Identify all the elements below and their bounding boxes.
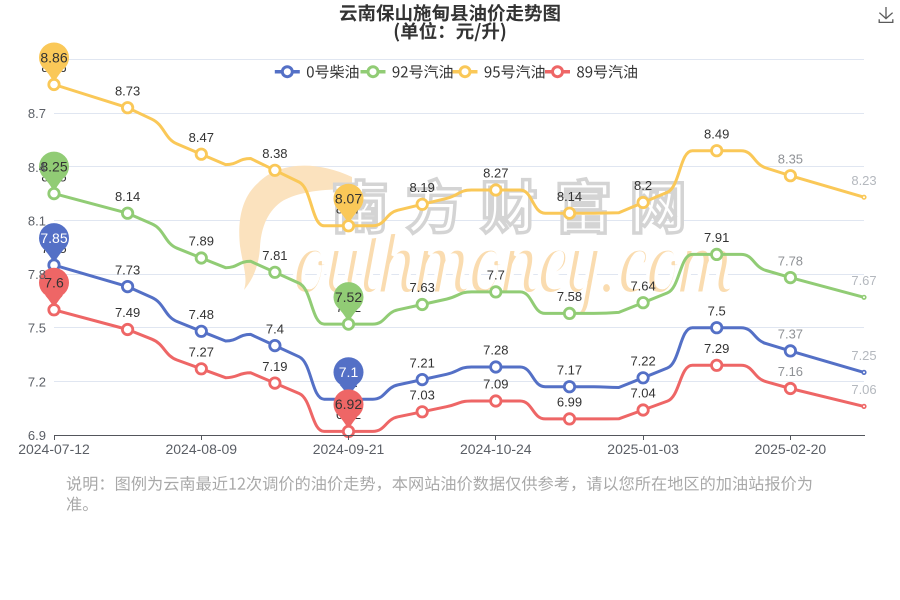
svg-text:8.2: 8.2 — [634, 178, 652, 193]
svg-text:7.06: 7.06 — [851, 382, 876, 397]
svg-text:8.27: 8.27 — [483, 166, 508, 181]
svg-text:6.99: 6.99 — [557, 395, 582, 410]
svg-text:7.6: 7.6 — [44, 275, 64, 291]
svg-text:8.47: 8.47 — [189, 130, 214, 145]
svg-text:7.89: 7.89 — [189, 234, 214, 249]
svg-text:8.1: 8.1 — [28, 213, 46, 228]
svg-text:7.78: 7.78 — [778, 253, 803, 268]
svg-text:7.5: 7.5 — [28, 321, 46, 336]
svg-text:7.52: 7.52 — [335, 289, 362, 305]
svg-text:7.16: 7.16 — [778, 364, 803, 379]
svg-text:8.14: 8.14 — [115, 189, 140, 204]
svg-text:7.28: 7.28 — [483, 343, 508, 358]
svg-text:8.73: 8.73 — [115, 83, 140, 98]
svg-text:7.63: 7.63 — [410, 280, 435, 295]
svg-text:8.19: 8.19 — [410, 180, 435, 195]
svg-text:2025-02-20: 2025-02-20 — [755, 441, 827, 457]
svg-text:7.48: 7.48 — [189, 307, 214, 322]
svg-text:6.92: 6.92 — [335, 396, 362, 412]
svg-text:7.2: 7.2 — [28, 374, 46, 389]
svg-text:2024-09-21: 2024-09-21 — [313, 441, 385, 457]
svg-text:7.27: 7.27 — [189, 345, 214, 360]
svg-text:2024-07-12: 2024-07-12 — [18, 441, 90, 457]
svg-text:7.22: 7.22 — [630, 354, 655, 369]
svg-text:7.85: 7.85 — [40, 230, 67, 246]
svg-text:8.49: 8.49 — [704, 126, 729, 141]
svg-text:2024-08-09: 2024-08-09 — [165, 441, 237, 457]
svg-text:7.04: 7.04 — [630, 386, 655, 401]
svg-text:8.07: 8.07 — [335, 191, 362, 207]
svg-text:7.19: 7.19 — [262, 359, 287, 374]
svg-text:7.37: 7.37 — [778, 327, 803, 342]
svg-text:7.64: 7.64 — [630, 278, 655, 293]
svg-text:7.1: 7.1 — [339, 364, 359, 380]
svg-text:7.91: 7.91 — [704, 230, 729, 245]
svg-text:7.73: 7.73 — [115, 262, 140, 277]
svg-text:7.4: 7.4 — [266, 321, 284, 336]
svg-text:2024-10-24: 2024-10-24 — [460, 441, 532, 457]
svg-text:8.25: 8.25 — [40, 158, 67, 174]
svg-text:8.23: 8.23 — [851, 173, 876, 188]
svg-text:7.09: 7.09 — [483, 377, 508, 392]
svg-text:7.58: 7.58 — [557, 289, 582, 304]
svg-text:7.8: 7.8 — [28, 267, 46, 282]
svg-text:7.25: 7.25 — [851, 348, 876, 363]
svg-text:8.14: 8.14 — [557, 189, 582, 204]
svg-text:8.38: 8.38 — [262, 146, 287, 161]
svg-text:6.9: 6.9 — [28, 428, 46, 443]
svg-text:7.17: 7.17 — [557, 362, 582, 377]
svg-text:8.35: 8.35 — [778, 151, 803, 166]
svg-text:7.29: 7.29 — [704, 341, 729, 356]
svg-text:2025-01-03: 2025-01-03 — [607, 441, 679, 457]
svg-text:7.67: 7.67 — [851, 273, 876, 288]
svg-text:7.7: 7.7 — [487, 268, 505, 283]
svg-text:7.81: 7.81 — [262, 248, 287, 263]
svg-text:8.4: 8.4 — [28, 160, 46, 175]
svg-text:7.21: 7.21 — [410, 355, 435, 370]
svg-text:7.5: 7.5 — [708, 303, 726, 318]
svg-text:7.49: 7.49 — [115, 305, 140, 320]
svg-text:7.03: 7.03 — [410, 388, 435, 403]
svg-text:8.86: 8.86 — [40, 49, 67, 65]
svg-text:8.7: 8.7 — [28, 106, 46, 121]
